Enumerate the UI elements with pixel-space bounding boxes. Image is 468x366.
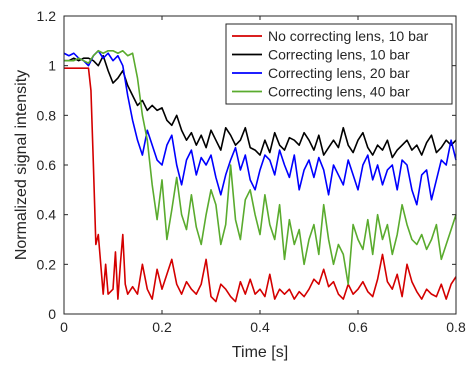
x-tick-label: 0.2: [152, 319, 172, 335]
series-line-3: [63, 49, 457, 206]
x-tick-label: 0.6: [348, 319, 368, 335]
series-line-2: [64, 54, 457, 159]
axis-ticks: 0 0.2 0.4 0.6 0.8 0 0.2 0.4 0.6 0.8 1 1.2: [37, 8, 466, 335]
series-line-4: [64, 49, 457, 285]
legend: No correcting lens, 10 bar Correcting len…: [225, 23, 453, 105]
series-layer: [63, 49, 457, 303]
x-tick-label: 0.4: [250, 319, 270, 335]
legend-label-4: Correcting lens, 40 bar: [268, 84, 410, 100]
legend-box: [225, 23, 453, 105]
y-tick-label: 0.2: [37, 256, 57, 272]
y-tick-label: 0.4: [37, 207, 57, 223]
y-tick-label: 0.6: [37, 157, 57, 173]
y-tick-label: 1.2: [37, 8, 57, 24]
x-axis-label: Time [s]: [232, 344, 288, 361]
series-line-1: [64, 67, 457, 303]
y-tick-label: 1: [48, 58, 56, 74]
y-axis-label: Normalized signal intensity: [13, 70, 30, 260]
legend-label-1: No correcting lens, 10 bar: [268, 28, 429, 44]
y-tick-label: 0: [48, 306, 56, 322]
legend-label-2: Correcting lens, 10 bar: [268, 47, 410, 63]
x-tick-label: 0.8: [446, 319, 466, 335]
legend-label-3: Correcting lens, 20 bar: [268, 65, 410, 81]
x-tick-label: 0: [60, 319, 68, 335]
y-tick-label: 0.8: [37, 107, 57, 123]
legend-entries: No correcting lens, 10 bar Correcting len…: [232, 28, 429, 100]
